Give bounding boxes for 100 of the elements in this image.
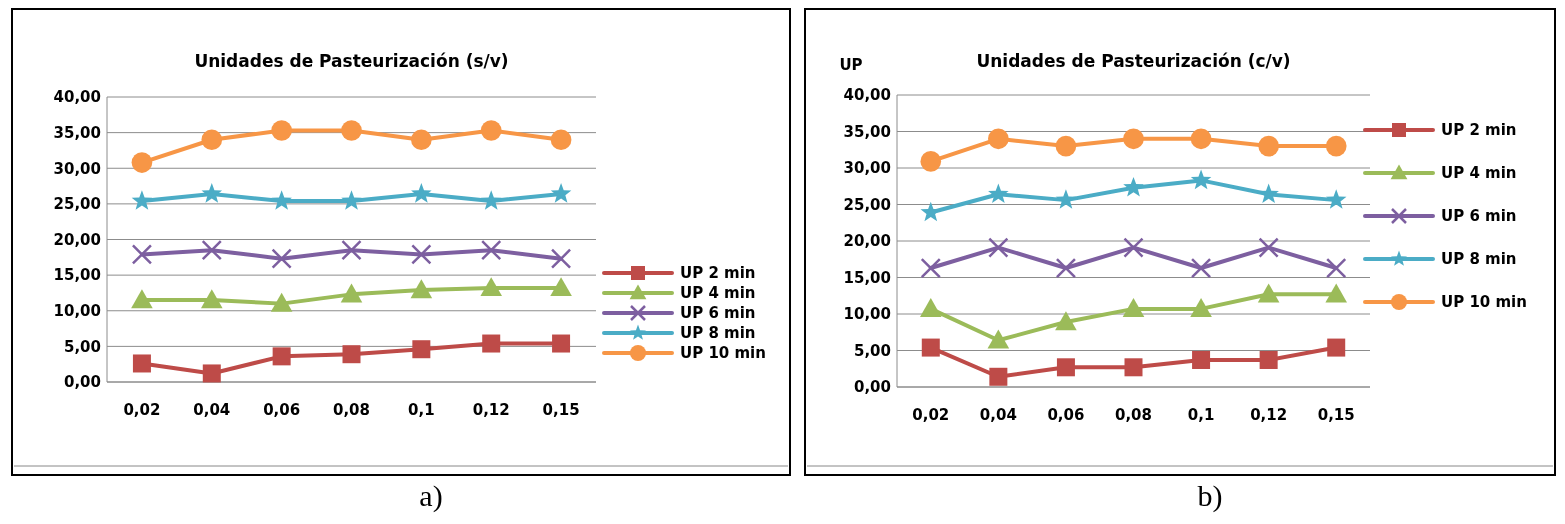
x-tick-label: 0,12 (472, 401, 510, 419)
point (920, 151, 942, 172)
point (410, 279, 433, 299)
x-tick-label: 0,1 (408, 401, 435, 419)
point (1123, 128, 1144, 150)
point (1258, 135, 1279, 157)
point (271, 190, 292, 210)
point (200, 289, 223, 309)
legend-label: UP 2 min (680, 264, 756, 283)
x-tick-label: 0,04 (193, 401, 231, 419)
x-tick-label: 0,02 (123, 401, 161, 419)
point (1055, 311, 1077, 331)
point (272, 347, 291, 366)
y-tick-label: 15,00 (53, 266, 101, 285)
point (411, 183, 432, 203)
point (482, 334, 501, 353)
y-tick-label: 5,00 (63, 337, 101, 356)
y-tick-label: 0,00 (63, 373, 101, 392)
y-tick-label: 20,00 (53, 230, 101, 249)
point (342, 345, 361, 364)
point (987, 329, 1010, 349)
point (341, 120, 362, 141)
legend-label: UP 10 min (680, 344, 766, 363)
point (550, 183, 572, 203)
y-tick-label: 30,00 (843, 159, 891, 178)
legend-label: UP 4 min (680, 284, 756, 303)
x-tick-label: 0,15 (1317, 406, 1355, 424)
x-tick-label: 0,02 (912, 406, 950, 424)
point (340, 283, 363, 303)
y-tick-label: 15,00 (843, 268, 891, 287)
point (411, 244, 432, 265)
point (1190, 257, 1212, 279)
point (550, 277, 572, 297)
chart-title: Unidades de Pasteurización (c/v) (976, 51, 1291, 71)
point (201, 183, 223, 203)
y-tick-label: 10,00 (53, 302, 101, 320)
y-tick-label: 30,00 (53, 159, 101, 178)
x-tick-label: 0,06 (1047, 406, 1085, 424)
point (1325, 283, 1348, 303)
text: b) (1197, 479, 1223, 513)
y-tick-label: 35,00 (843, 122, 891, 141)
point (411, 129, 432, 151)
x-tick-label: 0,04 (979, 406, 1017, 424)
point (1190, 298, 1212, 317)
y-tick-label: 20,00 (843, 232, 891, 251)
point (1124, 358, 1143, 377)
point (1258, 183, 1279, 204)
point (1259, 350, 1278, 369)
point (271, 120, 292, 141)
point (131, 190, 153, 210)
legend-label: UP 8 min (680, 324, 756, 343)
point (1123, 176, 1144, 197)
point (201, 239, 223, 261)
x-tick-label: 0,15 (542, 401, 580, 419)
point (921, 338, 940, 357)
y-tick-label: 10,00 (843, 305, 891, 324)
y-tick-label: 5,00 (853, 341, 891, 360)
point (270, 292, 293, 312)
point (131, 289, 153, 309)
point (271, 248, 292, 269)
point (988, 128, 1009, 150)
point (412, 340, 431, 359)
point (1325, 189, 1347, 209)
point (1325, 135, 1347, 157)
x-tick-label: 0,08 (332, 401, 371, 419)
legend-label: UP 10 min (1441, 293, 1527, 312)
point (1122, 298, 1145, 317)
point (550, 248, 572, 269)
legend-label: UP 2 min (1441, 121, 1517, 140)
point (480, 190, 502, 210)
point (1257, 283, 1280, 303)
point (1123, 237, 1144, 258)
point (1190, 169, 1212, 190)
y-tick-label: 25,00 (843, 195, 891, 214)
x-tick-label: 0,1 (1187, 406, 1215, 424)
point (480, 120, 502, 141)
y-tick-label: 25,00 (53, 195, 101, 214)
point (341, 190, 362, 210)
point (201, 129, 223, 151)
point (132, 354, 151, 373)
legend-label: UP 6 min (680, 304, 756, 323)
legend-label: UP 4 min (1441, 164, 1517, 183)
y-tick-label: 40,00 (843, 86, 891, 105)
point (989, 367, 1008, 386)
point (550, 129, 572, 151)
point (1325, 257, 1347, 279)
point (1055, 257, 1077, 279)
point (341, 239, 362, 261)
y-tick-label: 35,00 (53, 123, 101, 142)
point (988, 237, 1009, 258)
point (920, 257, 942, 279)
point (1055, 135, 1077, 157)
point (131, 244, 153, 265)
y-axis-title: UP (839, 56, 863, 74)
point (480, 239, 502, 261)
y-tick-label: 40,00 (53, 88, 101, 107)
y-tick-label: 0,00 (853, 378, 891, 397)
point (1190, 128, 1212, 150)
point (1327, 338, 1346, 357)
point (1192, 350, 1211, 369)
